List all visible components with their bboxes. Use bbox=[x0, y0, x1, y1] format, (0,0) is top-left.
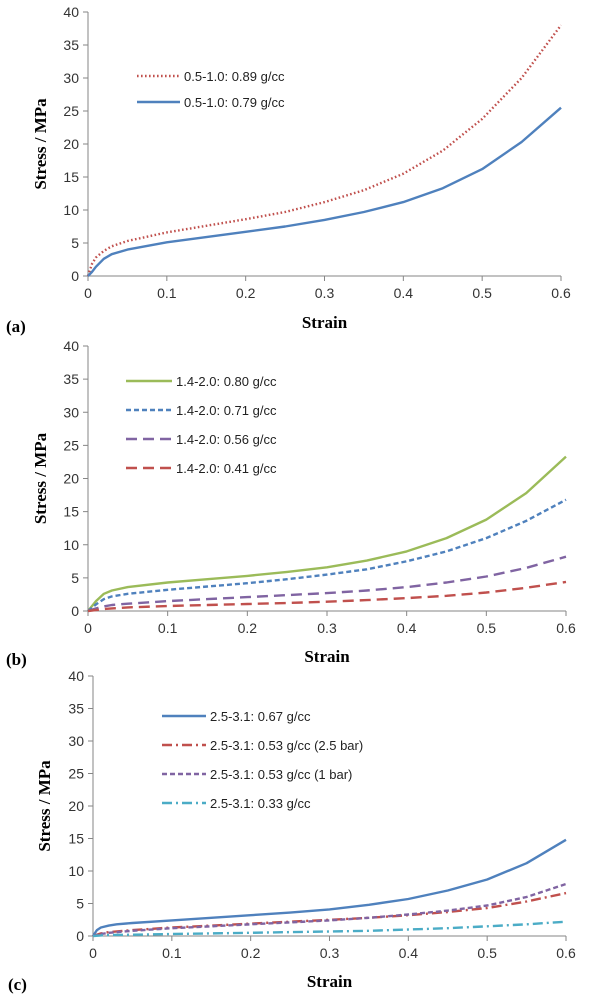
y-tick-label: 20 bbox=[63, 136, 79, 152]
x-tick-label: 0.5 bbox=[472, 285, 492, 301]
y-tick-label: 25 bbox=[68, 766, 84, 782]
x-tick-label: 0.2 bbox=[236, 285, 256, 301]
series-line-2 bbox=[92, 891, 567, 938]
series-line-3 bbox=[92, 882, 567, 938]
panel-label: (b) bbox=[6, 650, 27, 669]
series-line-1 bbox=[86, 24, 562, 277]
y-tick-label: 0 bbox=[76, 928, 84, 944]
x-tick-label: 0.6 bbox=[551, 285, 571, 301]
y-tick-label: 0 bbox=[71, 268, 79, 284]
panel-b-chart: 0 5 10 15 20 25 30 35 40 0 0.1 0.2 0.3 0.4 0.5 0.6 Strai… bbox=[6, 338, 576, 669]
x-tick-label: 0.4 bbox=[397, 620, 417, 636]
y-tick-label: 20 bbox=[63, 471, 79, 487]
y-tick-label: 40 bbox=[68, 668, 84, 684]
x-tick-label: 0.1 bbox=[162, 945, 182, 961]
series-line-2 bbox=[87, 498, 567, 612]
legend-entry-2: 1.4-2.0: 0.71 g/cc bbox=[176, 403, 277, 418]
x-tick-label: 0.4 bbox=[399, 945, 419, 961]
legend-entry-1: 0.5-1.0: 0.89 g/cc bbox=[184, 69, 285, 84]
panel-label: (a) bbox=[6, 317, 26, 336]
y-tick-label: 15 bbox=[68, 831, 84, 847]
x-tick-label: 0.3 bbox=[320, 945, 340, 961]
legend-entry-4: 1.4-2.0: 0.41 g/cc bbox=[176, 461, 277, 476]
y-tick-label: 5 bbox=[71, 570, 79, 586]
legend-entry-4: 2.5-3.1: 0.33 g/cc bbox=[210, 796, 311, 811]
legend-entry-3: 2.5-3.1: 0.53 g/cc (1 bar) bbox=[210, 767, 352, 782]
y-tick-label: 35 bbox=[68, 701, 84, 717]
series-line-4 bbox=[87, 580, 567, 613]
y-tick-label: 0 bbox=[71, 603, 79, 619]
y-tick-label: 30 bbox=[63, 70, 79, 86]
x-tick-label: 0.1 bbox=[157, 285, 177, 301]
y-tick-label: 30 bbox=[68, 733, 84, 749]
y-tick-label: 20 bbox=[68, 798, 84, 814]
x-tick-label: 0.4 bbox=[394, 285, 414, 301]
x-tick-label: 0.5 bbox=[477, 620, 497, 636]
panel-c-chart: 0 5 10 15 20 25 30 35 40 0 0.1 0.2 0.3 0.4 0.5 0.6 Strai… bbox=[8, 668, 576, 994]
y-tick-label: 30 bbox=[63, 404, 79, 420]
y-tick-label: 40 bbox=[63, 4, 79, 20]
y-axis-title: Stress / MPa bbox=[35, 760, 54, 852]
y-tick-label: 15 bbox=[63, 504, 79, 520]
x-axis-title: Strain bbox=[304, 647, 350, 666]
x-tick-label: 0 bbox=[84, 285, 92, 301]
legend-entry-2: 0.5-1.0: 0.79 g/cc bbox=[184, 95, 285, 110]
y-tick-label: 10 bbox=[68, 863, 84, 879]
y-tick-label: 35 bbox=[63, 37, 79, 53]
y-tick-label: 10 bbox=[63, 537, 79, 553]
x-tick-label: 0.3 bbox=[317, 620, 337, 636]
panel-a-chart: 0 5 10 15 20 25 30 35 40 0 0.1 0.2 0.3 0.4 0.5 0.6 Strai… bbox=[6, 4, 571, 336]
x-tick-label: 0.6 bbox=[556, 945, 576, 961]
legend-entry-2: 2.5-3.1: 0.53 g/cc (2.5 bar) bbox=[210, 738, 363, 753]
legend-entry-1: 2.5-3.1: 0.67 g/cc bbox=[210, 709, 311, 724]
y-tick-label: 5 bbox=[76, 896, 84, 912]
y-axis-title: Stress / MPa bbox=[31, 98, 50, 190]
x-tick-label: 0.2 bbox=[241, 945, 261, 961]
y-tick-label: 25 bbox=[63, 437, 79, 453]
x-tick-label: 0.1 bbox=[158, 620, 178, 636]
y-tick-label: 5 bbox=[71, 235, 79, 251]
series-line-1 bbox=[91, 838, 567, 937]
series-line-2 bbox=[87, 106, 562, 277]
legend-entry-1: 1.4-2.0: 0.80 g/cc bbox=[176, 374, 277, 389]
x-tick-label: 0.2 bbox=[238, 620, 258, 636]
series-line-3 bbox=[87, 555, 567, 613]
y-tick-label: 35 bbox=[63, 371, 79, 387]
x-axis-title: Strain bbox=[302, 313, 348, 332]
x-tick-label: 0.6 bbox=[556, 620, 576, 636]
y-tick-label: 10 bbox=[63, 202, 79, 218]
x-tick-label: 0.5 bbox=[477, 945, 497, 961]
x-tick-label: 0 bbox=[84, 620, 92, 636]
y-axis-title: Stress / MPa bbox=[31, 432, 50, 524]
x-tick-label: 0 bbox=[89, 945, 97, 961]
series-line-4 bbox=[92, 920, 567, 938]
y-tick-label: 40 bbox=[63, 338, 79, 354]
y-tick-label: 25 bbox=[63, 103, 79, 119]
legend-entry-3: 1.4-2.0: 0.56 g/cc bbox=[176, 432, 277, 447]
x-tick-label: 0.3 bbox=[315, 285, 335, 301]
x-axis-title: Strain bbox=[307, 972, 353, 991]
series-line-1 bbox=[87, 455, 567, 612]
panel-label: (c) bbox=[8, 975, 27, 994]
y-tick-label: 15 bbox=[63, 169, 79, 185]
